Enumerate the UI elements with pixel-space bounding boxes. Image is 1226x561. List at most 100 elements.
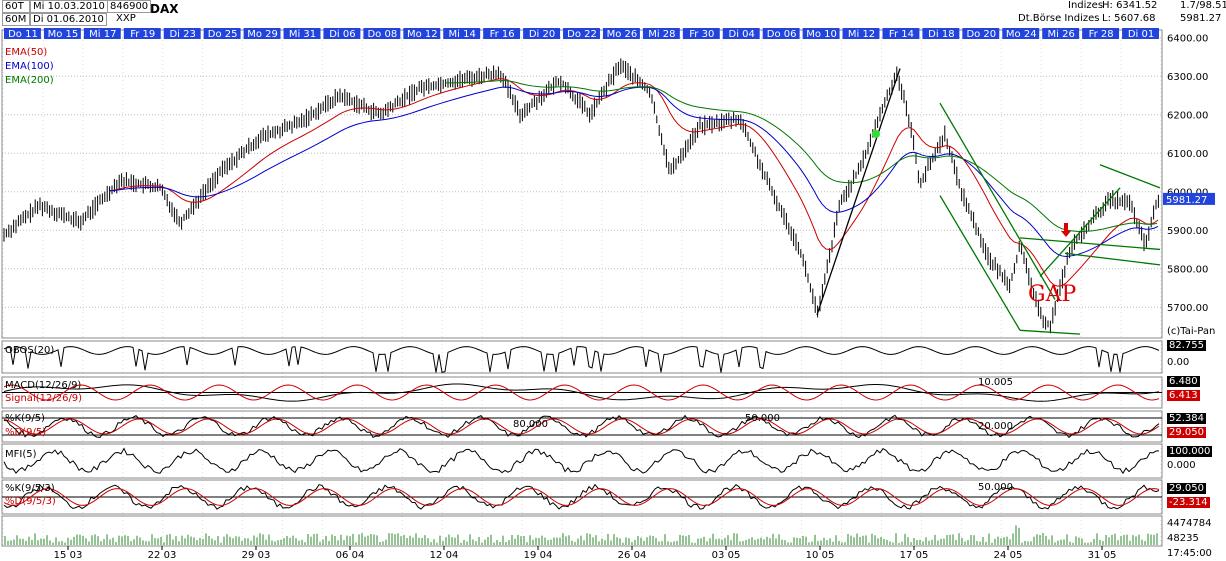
top-tick-label: Fr 14 (889, 29, 914, 40)
top-tick-box (1122, 28, 1159, 39)
stoch-level-50: 50.000 (745, 413, 780, 424)
last-value-header: 5981.27 (1180, 13, 1222, 24)
last-value-box (1163, 192, 1215, 205)
red-arrow-marker (1061, 223, 1071, 237)
top-tick-label: Di 06 (329, 29, 355, 40)
stoch3-k-value: 29.050 (1167, 483, 1206, 494)
price-tick-label: 6400.00 (1167, 34, 1208, 45)
trend-line (1039, 187, 1121, 277)
period1: 60T (2, 0, 30, 13)
top-tick-label: Mi 17 (89, 29, 116, 40)
change-value: 1.7/98.51 (1180, 0, 1226, 11)
copyright: (c)Tai-Pan (1167, 326, 1216, 337)
top-tick-box (682, 28, 720, 39)
green-marker (872, 130, 880, 138)
top-tick-box (283, 28, 321, 39)
top-tick-box (163, 28, 201, 39)
stoch3-d-label: %D(9/5/3) (5, 496, 56, 507)
price-tick-label: 6200.00 (1167, 111, 1208, 122)
top-tick-box (922, 28, 960, 39)
top-tick-label: Mo 10 (806, 29, 837, 40)
indicator-line (3, 447, 1160, 475)
top-tick-label: Mi 14 (449, 29, 476, 40)
mfi-zero: 0.000 (1167, 460, 1196, 471)
volume-panel-frame (1, 515, 1163, 547)
exchange: XXP (116, 13, 136, 24)
price-tick-label: 6100.00 (1167, 149, 1208, 160)
stoch-d-label: %D(9/5) (5, 427, 47, 438)
instrument-name: DAX (150, 2, 179, 16)
stoch-k-label: %K(9/5) (5, 413, 45, 424)
time-label: 17:45:00 (1167, 548, 1212, 559)
top-tick-label: Mo 29 (247, 29, 278, 40)
axes: Do 11 Mo 15 Mi 17 Fr 19 Di 23 Do 25 Mo 29 Mi 31… (1, 28, 1215, 561)
top-tick-box (882, 28, 920, 39)
top-tick-label: Fr 30 (689, 29, 714, 40)
volume-bars (1, 515, 1163, 547)
mfi-value: 100.000 (1167, 446, 1213, 457)
bottom-tick-label: 10 05 (806, 550, 835, 561)
top-tick-box (83, 28, 121, 39)
volume-max: 4474784 (1167, 518, 1212, 529)
top-tick-box (842, 28, 880, 39)
legend-ema100: EMA(100) (5, 61, 54, 72)
indicator-signal-line (3, 384, 1160, 401)
top-tick-box (602, 28, 640, 39)
stoch-d-value: 29.050 (1167, 427, 1206, 438)
legend-ema200: EMA(200) (5, 75, 54, 86)
top-tick-box (443, 28, 481, 39)
top-tick-box (722, 28, 760, 39)
top-tick-box (123, 28, 161, 39)
top-tick-label: Fr 16 (490, 29, 515, 40)
top-tick-label: Mo 26 (607, 29, 638, 40)
price-tick-label: 5800.00 (1167, 265, 1208, 276)
price-tick-label: 5900.00 (1167, 226, 1208, 237)
top-tick-label: Do 11 (8, 29, 38, 40)
top-tick-label: Do 08 (367, 29, 397, 40)
high-value: H: 6341.52 (1102, 0, 1158, 11)
top-tick-label: Di 04 (729, 29, 755, 40)
top-tick-box (4, 28, 41, 39)
ema200-line (444, 80, 1158, 232)
signal-label: Signal(12/26/9) (5, 393, 83, 404)
bottom-tick-label: 12 04 (430, 550, 459, 561)
top-tick-label: Di 20 (529, 29, 555, 40)
trend-line (1019, 237, 1161, 251)
indicator-signal-line (3, 418, 1160, 435)
top-tick-label: Mo 12 (407, 29, 438, 40)
top-tick-box (762, 28, 800, 39)
top-tick-label: Mi 28 (648, 29, 675, 40)
top-tick-box (403, 28, 441, 39)
ema-lines (109, 78, 1159, 287)
top-tick-label: Mi 26 (1048, 29, 1075, 40)
bottom-tick-label: 22 03 (148, 550, 177, 561)
top-tick-box (363, 28, 401, 39)
trend-line (1064, 252, 1161, 266)
trend-lines (816, 68, 1161, 335)
top-tick-box (203, 28, 241, 39)
top-tick-label: Mi 31 (289, 29, 316, 40)
indicator-panel-frame (1, 340, 1163, 374)
stoch-k-value: 52.384 (1167, 413, 1206, 424)
trend-line (939, 195, 1021, 331)
indicator-panel-frame (1, 410, 1163, 443)
volume-min: 48235 (1167, 533, 1199, 544)
top-tick-label: Mo 24 (1006, 29, 1037, 40)
top-tick-box (43, 28, 81, 39)
trend-line (1019, 329, 1081, 335)
top-tick-label: Di 18 (928, 29, 954, 40)
top-tick-label: Do 20 (966, 29, 996, 40)
bottom-tick-label: 15 03 (54, 550, 83, 561)
indicator-signal-line (3, 488, 1160, 506)
top-tick-box (802, 28, 840, 39)
top-tick-box (323, 28, 361, 39)
top-tick-box (563, 28, 600, 39)
range2: Di 01.06.2010 (30, 13, 107, 26)
obos-value: 82.755 (1167, 340, 1206, 351)
stoch3-level: 50.000 (978, 482, 1013, 493)
bottom-tick-label: 26 04 (618, 550, 647, 561)
top-tick-label: Fr 28 (1089, 29, 1114, 40)
top-tick-label: Mo 15 (48, 29, 79, 40)
top-tick-box (1002, 28, 1040, 39)
